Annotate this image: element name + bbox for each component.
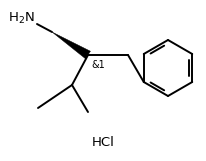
Text: &1: &1	[91, 60, 104, 70]
Text: HCl: HCl	[91, 137, 114, 150]
Text: H$_2$N: H$_2$N	[8, 10, 35, 26]
Polygon shape	[52, 32, 90, 59]
